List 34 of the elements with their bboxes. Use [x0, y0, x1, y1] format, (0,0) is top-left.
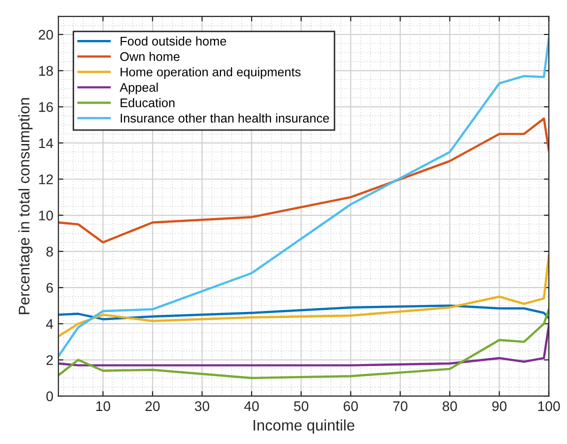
legend-label: Appeal — [120, 82, 158, 94]
legend-label: Own home — [120, 52, 180, 62]
y-tick-label: 16 — [39, 102, 53, 112]
x-tick-label: 80 — [442, 401, 457, 412]
y-tick-label: 8 — [46, 246, 53, 257]
y-tick-label: 10 — [39, 210, 53, 220]
line-series — [58, 254, 549, 338]
y-tick-label: 2 — [46, 355, 53, 365]
y-tick-label: 4 — [46, 319, 54, 329]
x-tick-label: 30 — [194, 401, 210, 412]
x-axis-title: Income quintile — [254, 419, 354, 434]
x-tick-label: 20 — [146, 401, 160, 412]
line-series — [58, 308, 549, 380]
y-tick-label: 20 — [38, 30, 53, 40]
y-tick-label: 14 — [39, 138, 54, 148]
legend-label: Food outside home — [120, 36, 226, 46]
x-tick-label: 10 — [96, 401, 110, 412]
y-tick-label: 0 — [46, 391, 53, 402]
line-series — [58, 304, 549, 320]
line-series — [58, 324, 549, 366]
x-tick-label: 40 — [244, 401, 259, 412]
x-tick-label: 70 — [393, 401, 408, 412]
x-tick-label: 90 — [492, 401, 506, 412]
line-series — [58, 37, 549, 358]
legend-label: Home operation and equipments — [120, 67, 301, 79]
legend-label: Insurance other than health insurance — [120, 113, 329, 123]
y-tick-label: 12 — [39, 174, 53, 184]
x-tick-label: 50 — [294, 401, 308, 412]
y-axis-title: Percentage in total consumption — [18, 98, 33, 314]
x-tick-label: 100 — [538, 401, 560, 412]
y-tick-label: 18 — [39, 66, 53, 76]
y-tick-label: 6 — [46, 282, 53, 293]
legend-label: Education — [120, 98, 174, 108]
x-tick-label: 60 — [344, 401, 358, 412]
